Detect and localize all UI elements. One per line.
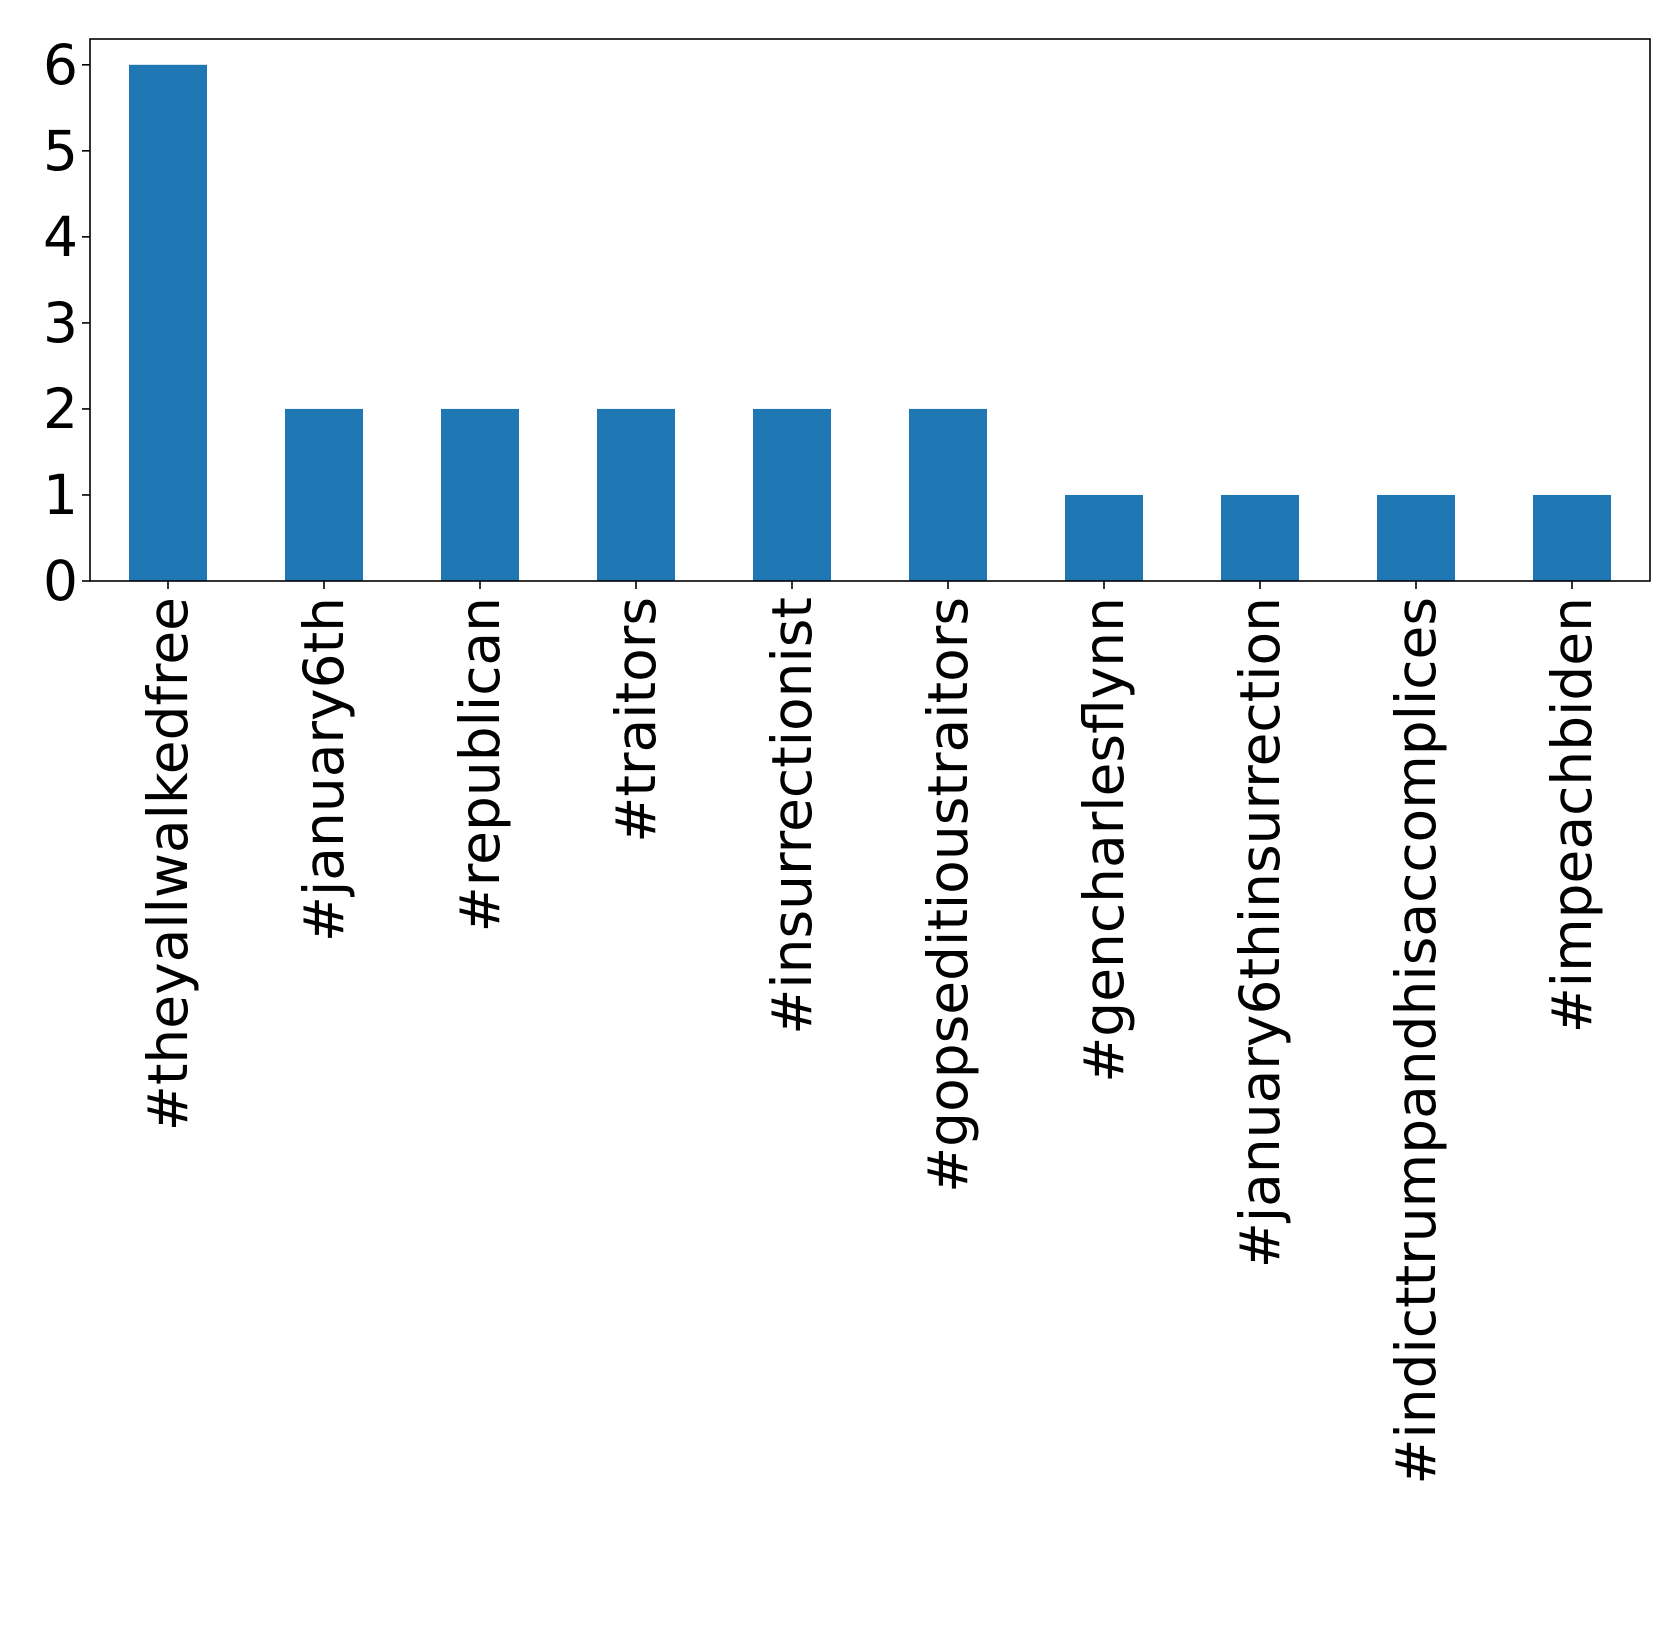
x-tick-label: #january6thinsurrection (1228, 597, 1292, 1268)
bar (1377, 494, 1455, 581)
bar (909, 408, 987, 581)
x-tick-label: #impeachbiden (1540, 597, 1604, 1033)
bar (753, 408, 831, 581)
x-tick-label: #republican (448, 597, 512, 932)
x-tick-label: #gencharlesflynn (1072, 597, 1136, 1083)
x-tick-label: #theyallwalkedfree (136, 597, 200, 1131)
y-tick-label: 3 (43, 291, 78, 355)
bar (441, 408, 519, 581)
plot-frame (89, 38, 1651, 582)
x-tick-label: #indicttrumpandhisaccomplices (1384, 597, 1448, 1485)
bar (1065, 494, 1143, 581)
x-tick-label: #insurrectionist (760, 597, 824, 1035)
bars-group (129, 64, 1611, 582)
y-tick-label: 4 (43, 205, 78, 269)
y-tick-label: 5 (43, 119, 78, 183)
y-tick-label: 0 (43, 549, 78, 613)
x-tick-label: #gopseditioustraitors (916, 597, 980, 1193)
bar (597, 408, 675, 581)
x-tick-label: #january6th (292, 597, 356, 942)
x-tick-label: #traitors (604, 597, 668, 843)
bar (129, 64, 207, 582)
y-axis: 0 1 2 3 4 5 6 (43, 33, 90, 613)
y-tick-label: 6 (43, 33, 78, 97)
y-tick-label: 1 (43, 463, 78, 527)
y-tick-label: 2 (43, 377, 78, 441)
bar (1533, 494, 1611, 581)
x-axis: #theyallwalkedfree #january6th #republican… (136, 581, 1604, 1485)
bar (1221, 494, 1299, 581)
bar (285, 408, 363, 581)
